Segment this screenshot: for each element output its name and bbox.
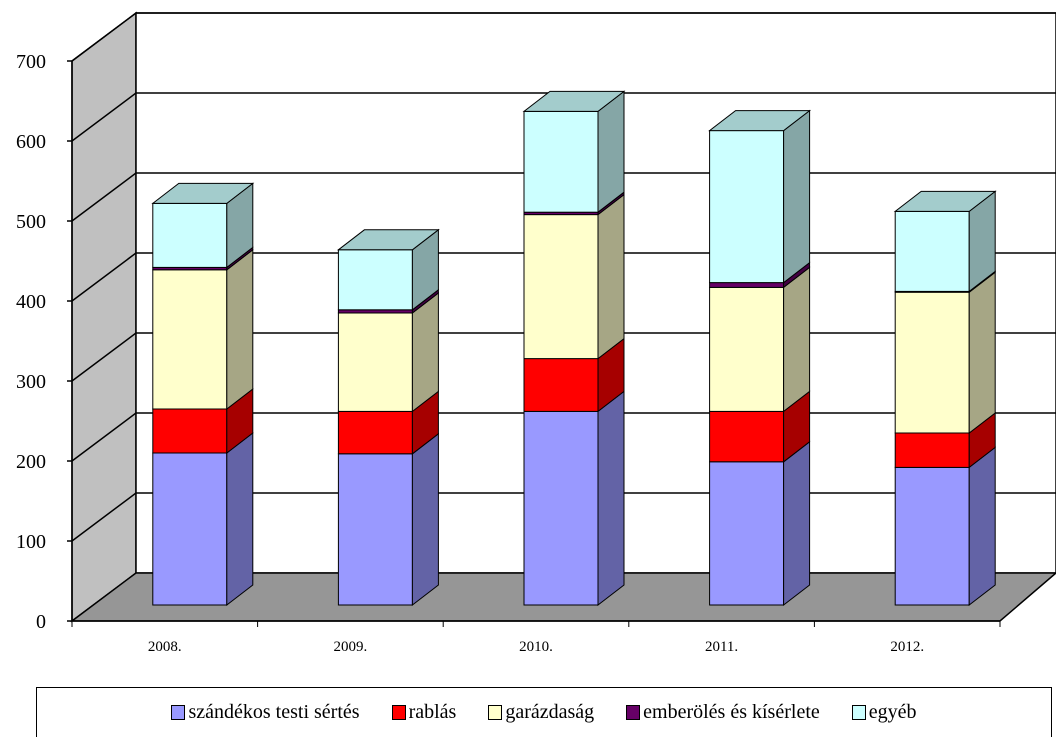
bar-segment <box>523 390 625 607</box>
bar-front <box>709 130 785 284</box>
legend-item: rablás <box>391 701 457 724</box>
legend-swatch <box>851 705 866 720</box>
bar-side <box>597 390 625 607</box>
legend-label: szándékos testi sértés <box>188 701 360 723</box>
bar-segment <box>152 431 254 607</box>
bar-segment <box>894 271 996 435</box>
bar-side <box>783 266 811 413</box>
gridline <box>71 92 1056 142</box>
bar-front <box>152 202 228 268</box>
bar-front <box>152 408 228 454</box>
x-tick-label: 2009. <box>334 639 368 655</box>
bar-front <box>894 291 970 434</box>
bar-segment <box>152 248 254 411</box>
bar-top <box>522 90 626 112</box>
bar-side <box>783 440 811 607</box>
bar-top <box>893 190 997 212</box>
y-tick-label: 500 <box>16 211 46 233</box>
bar-top <box>336 229 440 251</box>
bar-front <box>152 452 228 606</box>
bar-side <box>411 291 439 413</box>
bar-top <box>151 182 255 204</box>
bar-front <box>894 466 970 606</box>
side-wall <box>71 11 137 623</box>
bar-side <box>968 446 996 607</box>
bar-top <box>708 110 812 132</box>
bar-front <box>523 358 599 412</box>
legend-label: garázdaság <box>505 701 595 723</box>
bar-front <box>337 453 413 606</box>
legend-swatch <box>626 705 641 720</box>
bar-front <box>709 410 785 463</box>
y-tick-label: 400 <box>16 291 46 313</box>
bar-side <box>411 432 439 607</box>
bar-segment <box>894 190 996 293</box>
legend-label: emberölés és kísérlete <box>643 701 820 723</box>
bar-side <box>597 193 625 360</box>
bar-segment <box>337 228 439 311</box>
bar-segment <box>894 411 996 469</box>
x-tick-label: 2011. <box>705 639 738 655</box>
bar-front <box>709 461 785 606</box>
bar-front <box>894 210 970 292</box>
legend-item: garázdaság <box>488 701 594 724</box>
bar-side <box>226 431 254 607</box>
bars <box>151 90 997 607</box>
y-tick-label: 200 <box>16 451 46 473</box>
y-tick-label: 700 <box>16 51 46 73</box>
legend-label: egyéb <box>868 701 917 723</box>
y-tick-label: 300 <box>16 371 46 393</box>
legend-item: szándékos testi sértés <box>171 701 360 724</box>
bar-segment <box>709 266 811 413</box>
bar-front <box>709 286 785 412</box>
bar-segment <box>894 446 996 607</box>
bar-front <box>152 269 228 410</box>
axes: 2008. 2009. 2010. 2011. 2012. 0 100 200 300 400 50… <box>16 51 1001 655</box>
bar-segment <box>709 109 811 284</box>
bar-segment <box>709 390 811 463</box>
bar-front <box>894 432 970 468</box>
bar-side <box>226 248 254 411</box>
legend-swatch <box>488 705 503 720</box>
bar-segment <box>523 337 625 413</box>
legend-item: egyéb <box>851 701 917 724</box>
bar-front <box>337 312 413 412</box>
bar-side <box>597 90 625 214</box>
bar-segment <box>337 390 439 455</box>
y-tick-label: 100 <box>16 531 46 553</box>
gridline <box>71 12 1056 62</box>
bar-side <box>783 109 811 284</box>
x-tick-label: 2012. <box>890 639 924 655</box>
x-tick-label: 2010. <box>519 639 553 655</box>
bar-segment <box>337 291 439 413</box>
bar-segment <box>523 90 625 214</box>
y-tick-label: 0 <box>36 611 46 633</box>
bar-side <box>968 271 996 435</box>
bar-segment <box>152 387 254 455</box>
bar-segment <box>709 440 811 607</box>
x-tick-label: 2008. <box>148 639 182 655</box>
legend-item: emberölés és kísérlete <box>626 701 820 724</box>
bar-segment <box>337 432 439 607</box>
bar-front <box>523 110 599 213</box>
legend-swatch <box>171 705 186 720</box>
bar-front <box>337 249 413 311</box>
legend: szándékos testi sértés rablás garázdaság em… <box>36 687 1052 737</box>
bar-front <box>337 410 413 455</box>
y-tick-label: 600 <box>16 131 46 153</box>
bar-front <box>709 282 785 288</box>
legend-label: rablás <box>408 701 457 723</box>
bar-front <box>523 214 599 360</box>
bar-segment <box>523 193 625 360</box>
bar-front <box>523 410 599 606</box>
legend-swatch <box>391 705 406 720</box>
